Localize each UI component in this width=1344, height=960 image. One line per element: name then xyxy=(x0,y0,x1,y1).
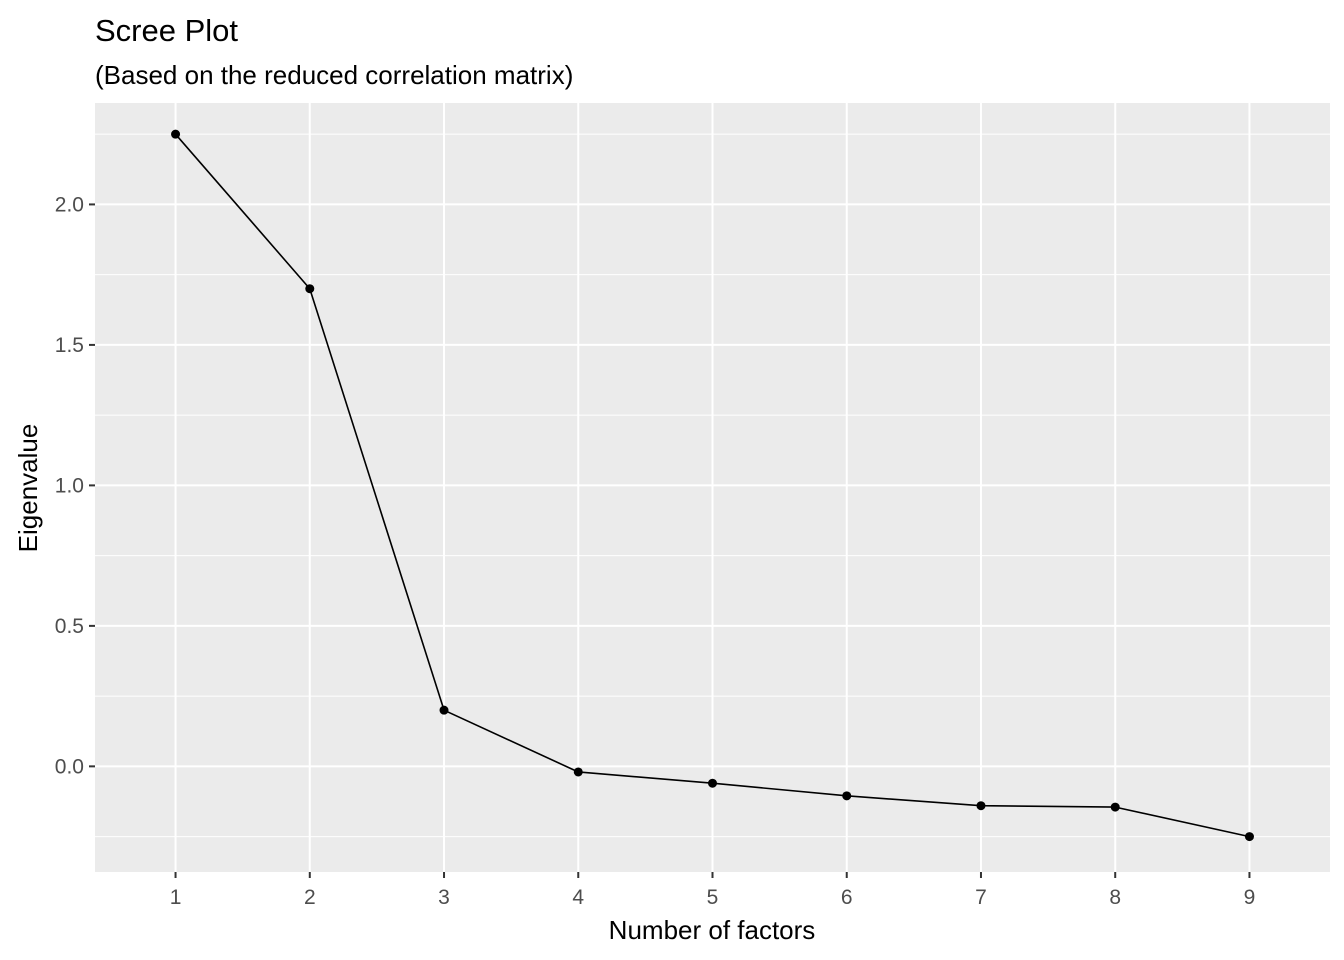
data-point xyxy=(1110,802,1120,812)
x-axis-tick-labels: 1 2 3 4 5 6 7 8 9 xyxy=(170,886,1256,909)
data-point xyxy=(171,129,181,139)
data-point xyxy=(573,767,583,777)
major-gridlines xyxy=(95,103,1330,872)
data-point xyxy=(708,778,717,788)
y-tick-label: 0.5 xyxy=(55,615,84,638)
y-axis-tick-labels: 0.0 0.5 1.0 1.5 2.0 xyxy=(55,193,84,778)
axis-ticks xyxy=(89,203,1251,878)
data-point xyxy=(439,705,449,715)
data-point xyxy=(305,284,315,294)
y-tick-label: 2.0 xyxy=(55,193,84,216)
y-tick-label: 0.0 xyxy=(55,755,84,778)
data-point xyxy=(1244,832,1254,842)
chart-subtitle: (Based on the reduced correlation matrix… xyxy=(95,60,573,90)
x-tick-label: 1 xyxy=(170,886,182,909)
x-tick-label: 5 xyxy=(707,886,719,909)
x-tick-label: 8 xyxy=(1109,886,1121,909)
y-tick-label: 1.0 xyxy=(55,474,84,497)
x-tick-label: 7 xyxy=(975,886,987,909)
data-point xyxy=(976,801,986,811)
x-tick-label: 6 xyxy=(841,886,853,909)
data-point xyxy=(842,791,852,801)
x-tick-label: 9 xyxy=(1244,886,1256,909)
x-tick-label: 4 xyxy=(572,886,584,909)
y-tick-label: 1.5 xyxy=(55,334,84,357)
series-eigenvalues xyxy=(171,129,1254,842)
chart-title: Scree Plot xyxy=(95,13,238,48)
y-axis-title: Eigenvalue xyxy=(13,424,43,553)
x-axis-title: Number of factors xyxy=(609,915,816,945)
x-tick-label: 2 xyxy=(304,886,316,909)
x-tick-label: 3 xyxy=(438,886,450,909)
